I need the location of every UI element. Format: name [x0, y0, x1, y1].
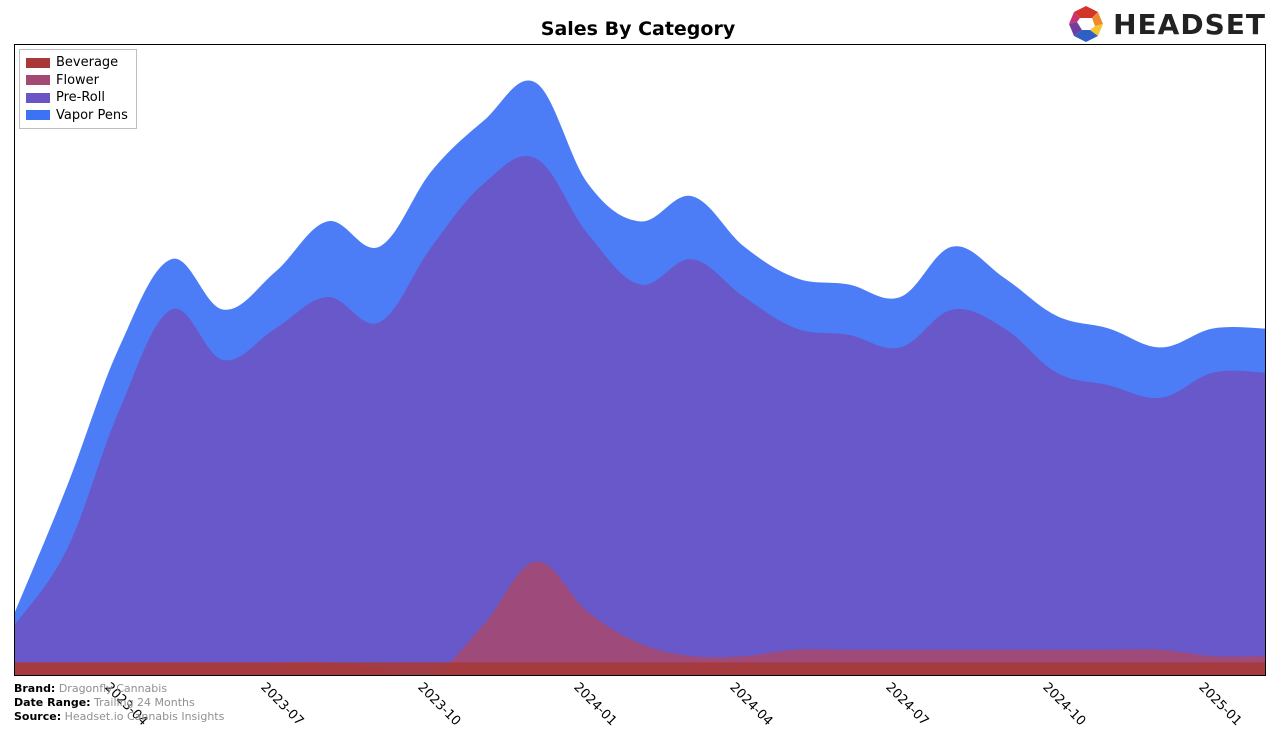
- headset-logo-text: HEADSET: [1113, 8, 1266, 41]
- x-tick-label: 2024-01: [570, 680, 619, 729]
- legend-label: Beverage: [56, 54, 118, 72]
- footer-label: Source:: [14, 710, 61, 723]
- footer-value: Headset.io Cannabis Insights: [61, 710, 224, 723]
- x-tick-label: 2024-07: [883, 680, 932, 729]
- legend-label: Pre-Roll: [56, 89, 105, 107]
- legend-label: Vapor Pens: [56, 107, 128, 125]
- legend-swatch: [26, 58, 50, 68]
- x-tick-label: 2024-10: [1039, 680, 1088, 729]
- legend-swatch: [26, 110, 50, 120]
- legend-item: Beverage: [26, 54, 128, 72]
- chart-plot-area: BeverageFlowerPre-RollVapor Pens: [14, 44, 1266, 676]
- legend-swatch: [26, 75, 50, 85]
- legend-item: Flower: [26, 72, 128, 90]
- chart-footer: Brand: Dragonfly CannabisDate Range: Tra…: [14, 682, 224, 723]
- legend-item: Pre-Roll: [26, 89, 128, 107]
- footer-row: Source: Headset.io Cannabis Insights: [14, 710, 224, 724]
- legend-item: Vapor Pens: [26, 107, 128, 125]
- footer-row: Brand: Dragonfly Cannabis: [14, 682, 224, 696]
- chart-svg: [15, 45, 1265, 675]
- x-tick-label: 2023-10: [414, 680, 463, 729]
- headset-logo: HEADSET: [1065, 4, 1266, 44]
- x-tick-label: 2024-04: [727, 680, 776, 729]
- chart-legend: BeverageFlowerPre-RollVapor Pens: [19, 49, 137, 129]
- legend-swatch: [26, 93, 50, 103]
- x-tick-label: 2025-01: [1195, 680, 1244, 729]
- headset-logo-icon: [1065, 4, 1107, 44]
- footer-label: Brand:: [14, 682, 55, 695]
- footer-value: Dragonfly Cannabis: [55, 682, 167, 695]
- footer-label: Date Range:: [14, 696, 91, 709]
- series-beverage: [15, 662, 1265, 675]
- x-tick-label: 2023-07: [258, 680, 307, 729]
- footer-value: Trailing 24 Months: [91, 696, 195, 709]
- footer-row: Date Range: Trailing 24 Months: [14, 696, 224, 710]
- legend-label: Flower: [56, 72, 99, 90]
